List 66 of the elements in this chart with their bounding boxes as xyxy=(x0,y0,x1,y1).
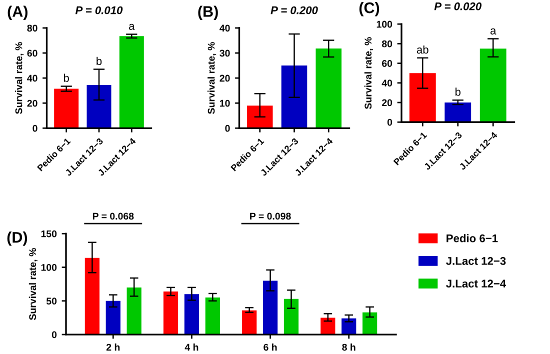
bar xyxy=(86,84,112,128)
y-tick-label: 20 xyxy=(27,100,38,107)
bar xyxy=(362,312,378,335)
bar xyxy=(126,287,142,335)
y-tick-label: 100 xyxy=(41,264,57,271)
annotation: b xyxy=(64,74,69,82)
y-tick-label: 20 xyxy=(382,99,392,106)
annotation: b xyxy=(456,88,460,96)
text: (C) xyxy=(359,2,380,16)
y-axis-title: Survival rate, % xyxy=(208,42,216,114)
bar xyxy=(262,280,278,335)
x-tick-label: 4 h xyxy=(184,344,198,351)
bar xyxy=(84,258,100,335)
bar xyxy=(409,73,436,122)
x-tick-label: 8 h xyxy=(342,344,356,351)
y-tick-label: 80 xyxy=(27,24,38,32)
text: (D) xyxy=(7,232,28,246)
y-tick-label: 60 xyxy=(382,60,392,67)
annotation: ab xyxy=(416,45,428,54)
y-tick-label: 150 xyxy=(41,230,57,238)
bar xyxy=(316,48,342,128)
chart-title: P = 0.020 xyxy=(434,2,482,10)
y-tick-label: 0 xyxy=(52,331,57,338)
y-tick-label: 80 xyxy=(382,40,392,48)
text: P = 0.098 xyxy=(250,212,291,220)
legend-label: Pedio 6−1 xyxy=(446,234,498,242)
bar xyxy=(184,294,200,335)
text: (B) xyxy=(198,6,218,20)
bar xyxy=(284,298,299,335)
y-tick-label: 50 xyxy=(46,298,57,305)
y-tick-label: 40 xyxy=(382,80,392,87)
bar xyxy=(480,48,506,122)
chart-title: P = 0.010 xyxy=(75,6,123,14)
annotation: b xyxy=(96,56,102,66)
bar xyxy=(106,300,120,335)
bar xyxy=(246,106,273,128)
chart-title: P = 0.200 xyxy=(270,6,318,14)
annotation: a xyxy=(129,24,135,30)
y-tick-label: 0 xyxy=(32,124,38,132)
y-tick-label: 0 xyxy=(387,118,392,126)
x-tick-label: 2 h xyxy=(106,344,120,351)
y-tick-label: 60 xyxy=(27,50,38,57)
y-tick-label: 40 xyxy=(220,24,230,32)
bar xyxy=(205,298,220,335)
legend-label: J.Lact 12−3 xyxy=(446,257,506,265)
y-axis-title: Survival rate, % xyxy=(364,37,373,110)
y-tick-label: 40 xyxy=(27,74,38,82)
text: (A) xyxy=(8,6,28,20)
annotation: a xyxy=(490,28,496,34)
bar xyxy=(281,66,308,128)
y-axis-title: Survival rate, % xyxy=(15,42,24,114)
y-tick-label: 30 xyxy=(220,50,230,57)
y-tick-label: 10 xyxy=(220,100,230,107)
text: P = 0.068 xyxy=(92,212,134,220)
x-tick-label: 6 h xyxy=(264,344,277,351)
y-tick-label: 100 xyxy=(376,20,392,28)
bar xyxy=(242,310,257,335)
bar xyxy=(320,318,336,335)
bar xyxy=(119,36,144,128)
bar xyxy=(163,291,178,335)
y-tick-label: 20 xyxy=(220,74,230,82)
legend-label: J.Lact 12−4 xyxy=(446,280,506,288)
y-axis-title: Survival rate, % xyxy=(28,248,38,320)
bar xyxy=(54,88,79,128)
bar xyxy=(444,102,472,122)
y-tick-label: 0 xyxy=(225,124,230,132)
